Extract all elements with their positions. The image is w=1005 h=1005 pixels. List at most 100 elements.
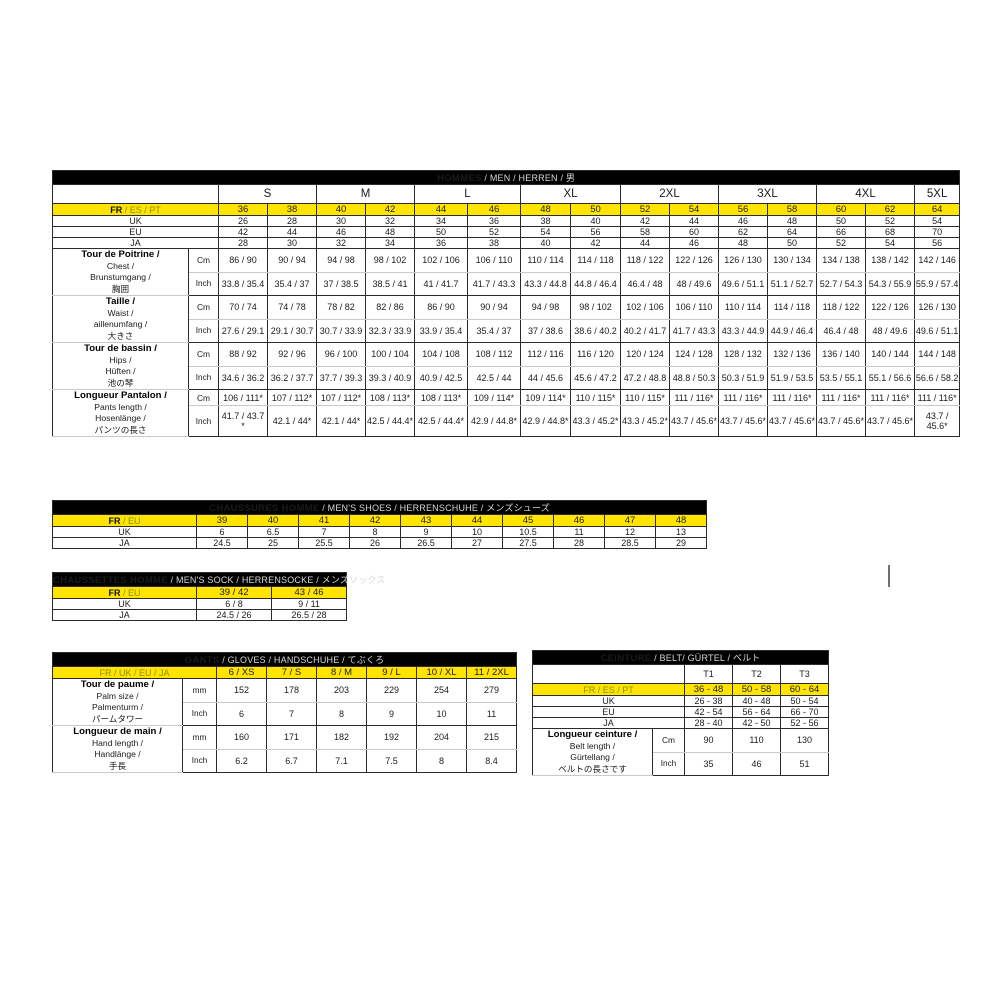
- shoes-uk-1: 6.5: [247, 526, 299, 538]
- men-fr-13: 62: [865, 203, 915, 216]
- pants-cm-0: 106 / 111*: [218, 388, 268, 407]
- socks-banner-bold: CHAUSSETTES HOMME: [53, 575, 168, 586]
- men-ja-9: 46: [669, 237, 719, 249]
- pants-inch-8: 43.3 / 45.2*: [620, 405, 670, 437]
- waist-inch-0: 27.6 / 29.1: [218, 319, 268, 343]
- shoes-uk-8: 12: [604, 526, 656, 538]
- waist-cm-14: 126 / 130: [913, 295, 961, 320]
- men-ja-12: 52: [816, 237, 866, 249]
- hips-inch-4: 40.9 / 42.5: [414, 366, 468, 390]
- size-group-m: M: [316, 184, 415, 204]
- socks-uk-row: UK 6 / 8 9 / 11: [52, 598, 348, 610]
- waist-inch-9: 41.7 / 43.3: [669, 319, 719, 343]
- gloves-fr-label: FR / UK / EU / JA: [52, 666, 217, 679]
- men-ja-10: 48: [718, 237, 768, 249]
- hips-cm-7: 116 / 120: [570, 342, 621, 367]
- gloves-hand-inch-row: Inch 6.2 6.7 7.1 7.5 8 8.4: [53, 749, 518, 773]
- pants-cm-1: 107 / 112*: [267, 388, 317, 407]
- men-banner-rest: / MEN / HERREN / 男: [481, 173, 576, 183]
- men-fr-6: 48: [520, 203, 571, 216]
- gloves-hand-mm-2: 182: [316, 725, 367, 750]
- men-uk-1: 28: [267, 215, 317, 227]
- hips-inch-3: 39.3 / 40.9: [365, 366, 415, 390]
- pants-cm-5: 109 / 114*: [467, 388, 521, 407]
- belt-ja-2: 52 - 56: [779, 717, 830, 729]
- gloves-palm-unit-mm: mm: [182, 678, 217, 703]
- belt-uk-row: UK 26 - 38 40 - 48 50 - 54: [532, 695, 830, 707]
- belt-length-inch-0: 35: [684, 752, 733, 776]
- hips-cm-1: 92 / 96: [267, 342, 317, 367]
- pants-cm-8: 110 / 115*: [620, 388, 670, 407]
- men-fr-5: 46: [467, 203, 521, 216]
- socks-uk-0: 6 / 8: [196, 598, 272, 610]
- belt-ja-0: 28 - 40: [684, 717, 733, 729]
- chest-inch-0: 33.8 / 35.4: [218, 272, 268, 296]
- gloves-palm-mm-4: 254: [416, 678, 467, 703]
- gloves-palm-inch-1: 7: [266, 702, 317, 726]
- chest-inch-7: 44.8 / 46.4: [570, 272, 621, 296]
- men-fr-3: 42: [365, 203, 415, 216]
- men-uk-9: 44: [669, 215, 719, 227]
- men-ja-5: 38: [467, 237, 521, 249]
- waist-cm-6: 94 / 98: [520, 295, 571, 320]
- belt-tier-t2: T2: [732, 664, 781, 684]
- gloves-palm-line-2: Palmenturm /: [91, 702, 144, 712]
- pants-cm-9: 111 / 116*: [669, 388, 719, 407]
- men-eu-row: EU 42 44 46 48 50 52 54 56 58 60 62 64 6…: [52, 226, 961, 238]
- waist-cm-5: 90 / 94: [467, 295, 521, 320]
- chest-inch-1: 35.4 / 37: [267, 272, 317, 296]
- men-sizegroup-blank: [52, 184, 219, 204]
- gloves-palm-mm-1: 178: [266, 678, 317, 703]
- men-eu-11: 64: [767, 226, 817, 238]
- pants-cm-7: 110 / 115*: [570, 388, 621, 407]
- measure-unit-chest-cm: Cm: [188, 248, 219, 273]
- belt-eu-label: EU: [532, 706, 685, 718]
- gloves-table: GANTS / GLOVES / HANDSCHUHE / てぶくろ FR / …: [51, 652, 518, 773]
- waist-inch-1: 29.1 / 30.7: [267, 319, 317, 343]
- waist-inch-8: 40.2 / 41.7: [620, 319, 670, 343]
- shoes-fr-label: FR / EU: [52, 514, 197, 527]
- shoes-fr-0: 39: [196, 514, 248, 527]
- belt-length-cm-2: 130: [779, 728, 830, 753]
- men-ja-8: 44: [620, 237, 670, 249]
- shoes-fr-1: 40: [247, 514, 299, 527]
- belt-banner-rest: / BELT/ GÜRTEL / ベルト: [651, 653, 761, 663]
- hips-inch-0: 34.6 / 36.2: [218, 366, 268, 390]
- gloves-fr-label-bold: FR: [99, 667, 112, 678]
- hips-inch-6: 44 / 45.6: [520, 366, 571, 390]
- shoes-fr-9: 48: [654, 514, 708, 527]
- men-fr-14: 64: [913, 203, 961, 216]
- chest-cm-13: 138 / 142: [865, 248, 915, 273]
- men-banner-row: HOMMES / MEN / HERREN / 男: [51, 170, 961, 185]
- waist-inch-11: 44.9 / 46.4: [767, 319, 817, 343]
- gloves-size-0: 6 / XS: [216, 666, 267, 679]
- men-uk-7: 40: [570, 215, 621, 227]
- shoes-fr-label-bold: FR: [108, 515, 121, 526]
- hips-cm-8: 120 / 124: [620, 342, 670, 367]
- men-fr-12: 60: [816, 203, 866, 216]
- chest-cm-0: 86 / 90: [218, 248, 268, 273]
- pants-inch-12: 43.7 / 45.6*: [816, 405, 866, 437]
- men-fr-7: 50: [570, 203, 621, 216]
- belt-banner: CEINTURE / BELT/ GÜRTEL / ベルト: [531, 650, 830, 665]
- chest-cm-3: 98 / 102: [365, 248, 415, 273]
- belt-tier-blank: [532, 664, 685, 684]
- waist-inch-4: 33.9 / 35.4: [414, 319, 468, 343]
- shoes-banner-rest: / MEN'S SHOES / HERRENSCHUHE / メンズシューズ: [319, 503, 550, 513]
- measure-title-chest: Tour de Poitrine /: [81, 249, 160, 260]
- shoes-fr-7: 46: [553, 514, 605, 527]
- belt-length-unit-inch: Inch: [652, 752, 685, 776]
- chest-inch-4: 41 / 41.7: [414, 272, 468, 296]
- belt-eu-row: EU 42 - 54 56 - 64 66 - 70: [532, 706, 830, 718]
- gloves-hand-inch-4: 8: [416, 749, 467, 773]
- gloves-palm-mm-2: 203: [316, 678, 367, 703]
- shoes-fr-8: 47: [604, 514, 656, 527]
- men-ja-6: 40: [520, 237, 571, 249]
- hips-cm-0: 88 / 92: [218, 342, 268, 367]
- gloves-palm-mm-0: 152: [216, 678, 267, 703]
- hips-inch-11: 51.9 / 53.5: [767, 366, 817, 390]
- men-fr-11: 58: [767, 203, 817, 216]
- men-uk-0: 26: [218, 215, 268, 227]
- gloves-palm-inch-0: 6: [216, 702, 267, 726]
- gloves-hand-mm-1: 171: [266, 725, 317, 750]
